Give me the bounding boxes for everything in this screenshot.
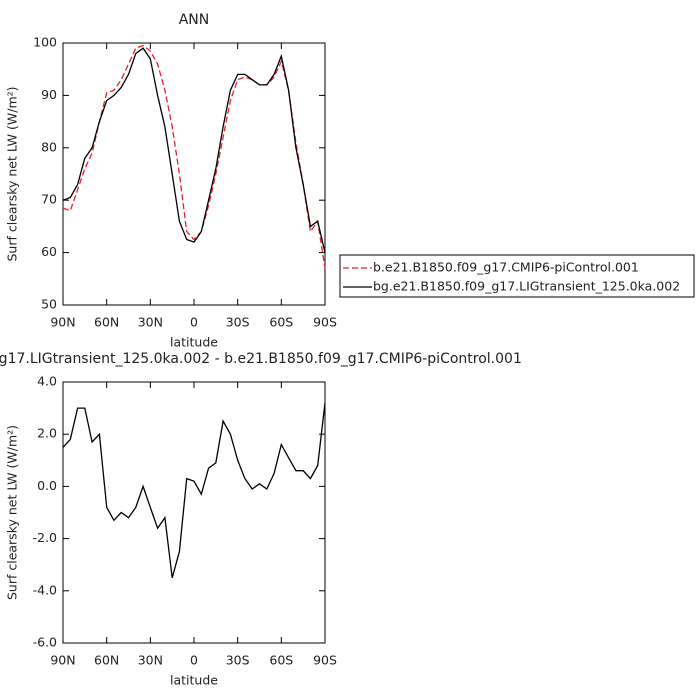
x-tick-label: 30S xyxy=(226,653,250,668)
y-tick-label: 70 xyxy=(41,192,57,207)
y-tick-label: -4.0 xyxy=(33,582,57,597)
y-tick-label: 90 xyxy=(41,87,57,102)
plot-frame xyxy=(62,381,326,644)
chart-title: ANN xyxy=(179,12,210,28)
x-tick-label: 60N xyxy=(94,653,119,668)
x-tick-label: 0 xyxy=(190,315,198,330)
x-tick-label: 60S xyxy=(269,653,293,668)
series-line xyxy=(62,47,326,253)
plot-frame xyxy=(62,42,326,306)
x-axis-label: latitude xyxy=(170,335,218,350)
x-tick-label: 90N xyxy=(50,315,75,330)
legend-label: b.e21.B1850.f09_g17.CMIP6-piControl.001 xyxy=(373,260,639,275)
x-tick-label: 30N xyxy=(138,315,163,330)
y-axis-label: Surf clearsky net LW (W/m²) xyxy=(5,86,20,261)
y-tick-label: 50 xyxy=(41,297,57,312)
y-tick-label: 0.0 xyxy=(37,478,57,493)
y-tick-label: 100 xyxy=(33,35,57,50)
series-line xyxy=(62,402,326,578)
x-tick-label: 0 xyxy=(190,653,198,668)
y-axis-label: Surf clearsky net LW (W/m²) xyxy=(5,425,20,600)
x-tick-label: 90S xyxy=(313,653,337,668)
x-tick-label: 30S xyxy=(226,315,250,330)
y-tick-label: 4.0 xyxy=(37,374,57,389)
series-line xyxy=(62,44,326,269)
legend-label: bg.e21.B1850.f09_g17.LIGtransient_125.0k… xyxy=(373,279,680,294)
legend-box xyxy=(339,254,695,298)
x-tick-label: 60S xyxy=(269,315,293,330)
y-tick-label: 60 xyxy=(41,244,57,259)
y-tick-label: 80 xyxy=(41,139,57,154)
y-tick-label: -2.0 xyxy=(33,530,57,545)
y-tick-label: 2.0 xyxy=(37,426,57,441)
x-tick-label: 90S xyxy=(313,315,337,330)
chart-title: bg.e21.B1850.f09_g17.LIGtransient_125.0k… xyxy=(0,351,522,367)
x-axis-label: latitude xyxy=(170,673,218,688)
x-tick-label: 60N xyxy=(94,315,119,330)
y-tick-label: -6.0 xyxy=(33,635,57,650)
x-tick-label: 90N xyxy=(50,653,75,668)
x-tick-label: 30N xyxy=(138,653,163,668)
